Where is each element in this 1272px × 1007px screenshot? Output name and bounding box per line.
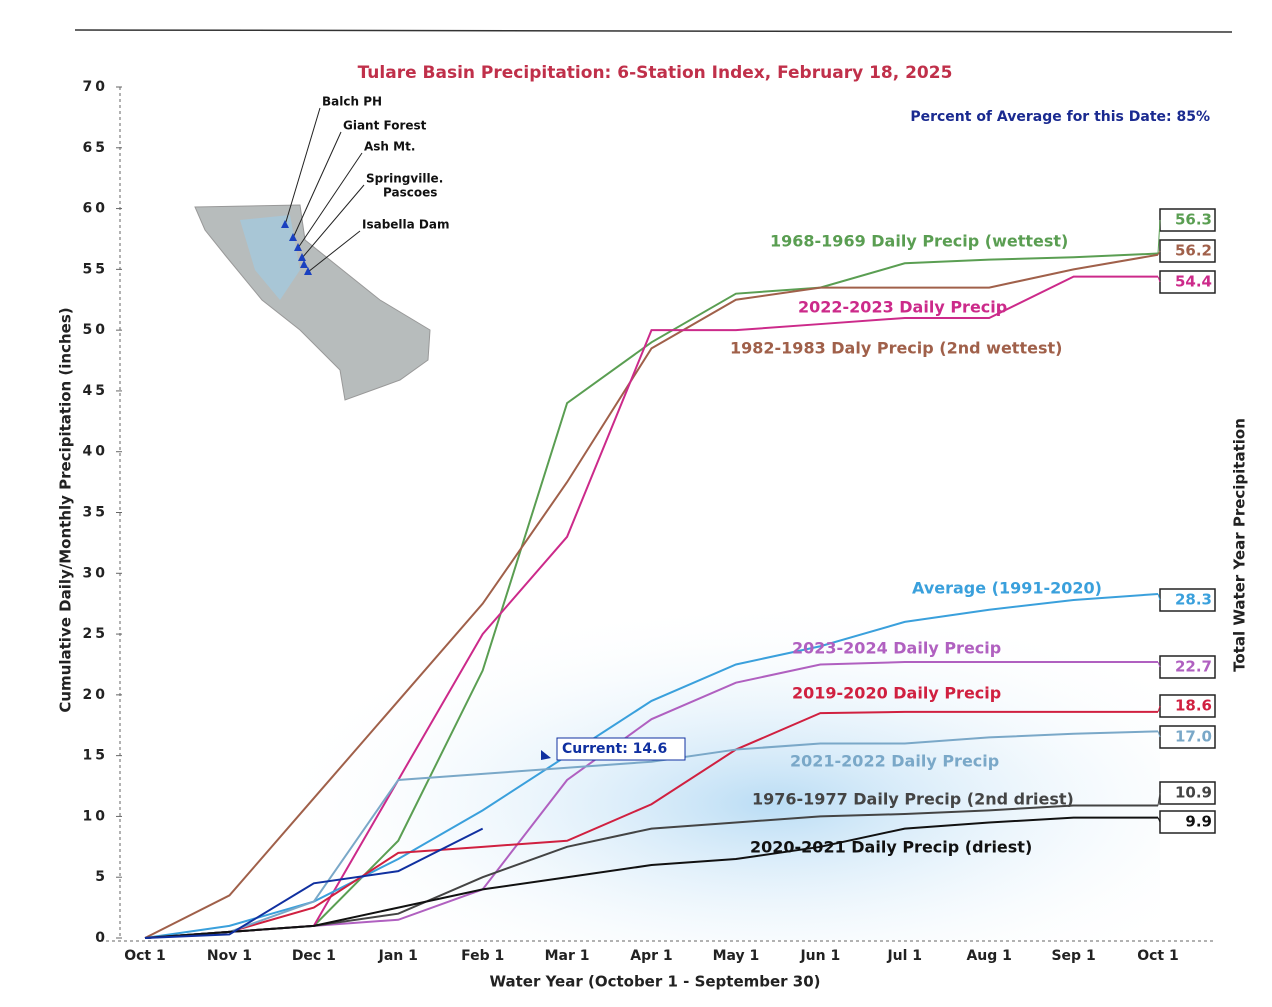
y-tick-label: 20 [83, 687, 108, 703]
y-tick-label: 55 [83, 261, 108, 277]
y-axis-label: Cumulative Daily/Monthly Precipitation (… [57, 307, 75, 712]
total-label: 17.0 [1175, 728, 1212, 746]
series-label: 1982-1983 Daly Precip (2nd wettest) [730, 339, 1062, 358]
x-tick-label: Oct 1 [124, 948, 166, 964]
x-tick-label: Dec 1 [292, 948, 336, 964]
total-label: 10.9 [1175, 784, 1212, 802]
series-label: 2019-2020 Daily Precip [792, 684, 1001, 703]
x-tick-label: Feb 1 [461, 948, 504, 964]
x-tick-label: Sep 1 [1051, 948, 1095, 964]
x-tick-label: Jul 1 [886, 948, 922, 964]
y-tick-label: 25 [83, 626, 108, 642]
station-label: Ash Mt. [364, 140, 415, 154]
station-label: Pascoes [383, 186, 437, 200]
x-axis-label: Water Year (October 1 - September 30) [489, 973, 820, 991]
y-tick-label: 70 [83, 79, 108, 95]
series-label: 2021-2022 Daily Precip [790, 752, 999, 771]
y-tick-label: 15 [83, 748, 108, 764]
y-tick-label: 35 [83, 505, 108, 521]
series-label: 1968-1969 Daily Precip (wettest) [770, 232, 1068, 251]
current-label: Current: 14.6 [562, 741, 667, 757]
total-label: 9.9 [1185, 813, 1212, 831]
station-label: Springville. [366, 172, 443, 186]
x-tick-label: Oct 1 [1137, 948, 1179, 964]
station-label: Balch PH [322, 95, 382, 109]
total-label: 56.2 [1175, 242, 1212, 260]
station-label: Giant Forest [343, 119, 427, 133]
chart: Tulare Basin Precipitation: 6-Station In… [0, 0, 1272, 1007]
total-label: 54.4 [1175, 273, 1212, 291]
series-label: 2022-2023 Daily Precip [798, 298, 1007, 317]
series-label: Average (1991-2020) [912, 579, 1102, 598]
x-tick-label: Nov 1 [207, 948, 252, 964]
x-tick-label: Mar 1 [545, 948, 590, 964]
series-label: 2020-2021 Daily Precip (driest) [750, 838, 1032, 857]
y-tick-label: 10 [83, 808, 108, 824]
x-tick-label: May 1 [713, 948, 760, 964]
average-shading [300, 600, 1160, 940]
total-label: 18.6 [1175, 697, 1212, 715]
total-label: 28.3 [1175, 591, 1212, 609]
y-tick-label: 0 [95, 930, 108, 946]
series-label: 1976-1977 Daily Precip (2nd driest) [752, 790, 1074, 809]
y-tick-label: 50 [83, 322, 108, 338]
station-label: Isabella Dam [362, 218, 450, 232]
y-tick-label: 30 [83, 565, 108, 581]
series-label: 2023-2024 Daily Precip [792, 639, 1001, 658]
chart-title: Tulare Basin Precipitation: 6-Station In… [358, 63, 953, 83]
x-tick-label: Apr 1 [630, 948, 672, 964]
total-label: 56.3 [1175, 211, 1212, 229]
y-tick-label: 40 [83, 444, 108, 460]
y-tick-label: 65 [83, 140, 108, 156]
subtitle: Percent of Average for this Date: 85% [910, 109, 1210, 125]
y2-axis-label: Total Water Year Precipitation [1231, 418, 1249, 672]
x-tick-label: Aug 1 [966, 948, 1011, 964]
y-tick-label: 60 [83, 201, 108, 217]
x-tick-label: Jun 1 [799, 948, 840, 964]
x-tick-label: Jan 1 [378, 948, 418, 964]
y-tick-label: 5 [95, 869, 108, 885]
y-tick-label: 45 [83, 383, 108, 399]
total-label: 22.7 [1175, 658, 1212, 676]
